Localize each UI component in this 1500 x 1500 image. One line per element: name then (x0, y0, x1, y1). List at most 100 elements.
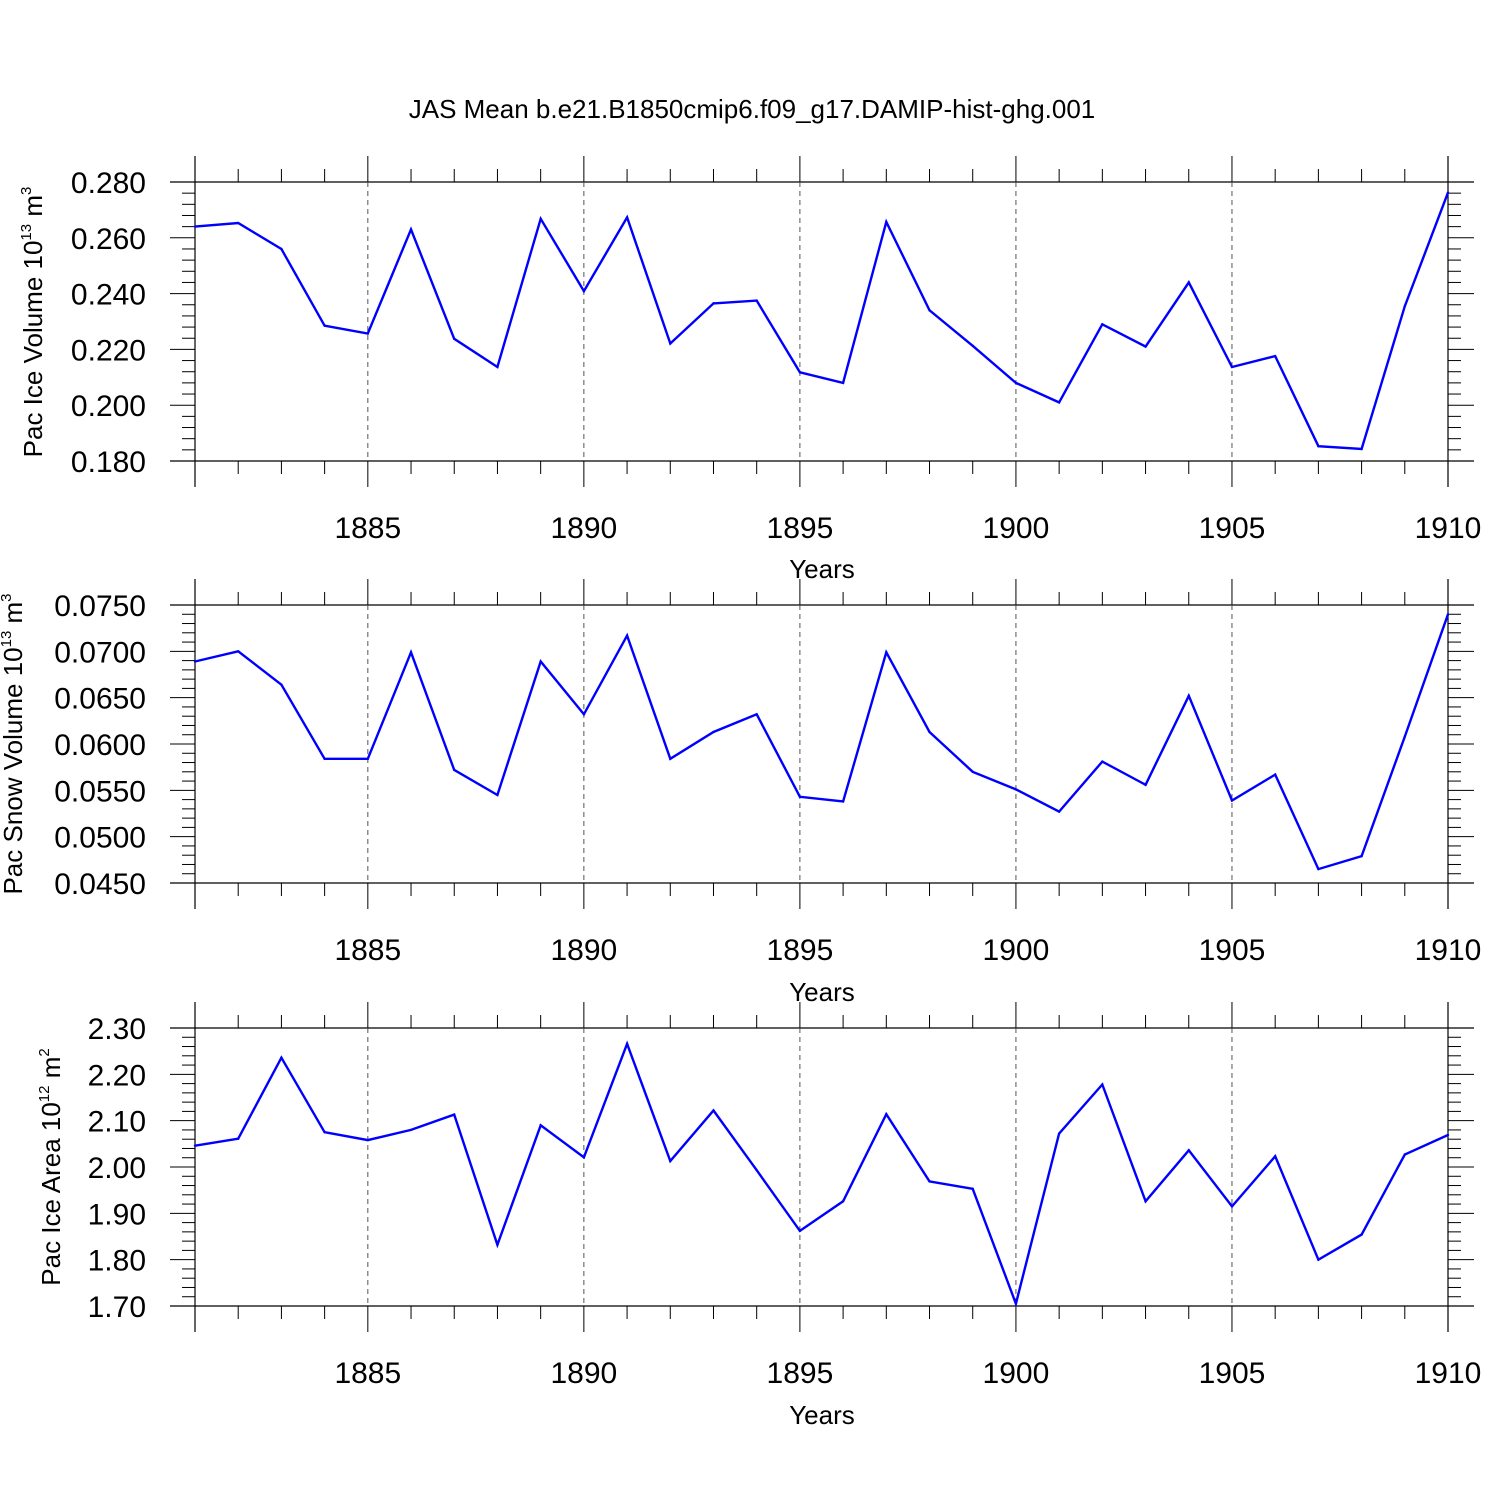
figure-title: JAS Mean b.e21.B1850cmip6.f09_g17.DAMIP-… (409, 94, 1096, 124)
data-point (1144, 345, 1147, 348)
data-point (1101, 1083, 1104, 1086)
y-axis-title-exponent: 13 (0, 631, 15, 648)
y-tick-label: 0.180 (71, 446, 146, 479)
data-point (323, 324, 326, 327)
y-tick-label: 0.200 (71, 390, 146, 423)
x-tick-label: 1895 (767, 1357, 834, 1390)
data-point (409, 651, 413, 654)
data-point (1360, 1233, 1363, 1236)
y-tick-label: 0.0500 (54, 822, 146, 855)
y-tick-label: 0.0550 (54, 775, 146, 808)
data-point (885, 220, 888, 224)
data-point (1144, 1200, 1147, 1203)
data-point (971, 1187, 974, 1190)
data-point (755, 713, 758, 716)
data-point (1230, 365, 1234, 369)
data-point (582, 713, 586, 716)
y-axis-title-unit-exponent: 2 (36, 1048, 53, 1056)
data-point (1187, 694, 1190, 698)
data-point (1317, 867, 1320, 871)
data-point (1014, 788, 1018, 791)
x-tick-label: 1895 (767, 512, 834, 545)
panel-1: 1885 1890 1895 1900 1905 1910 Years 0.180 0.200 0… (18, 156, 1481, 584)
data-point (237, 650, 240, 653)
y-axis-title-unit-exponent: 3 (18, 187, 35, 195)
x-tick-label: 1890 (550, 512, 617, 545)
y-tick-label: 2.00 (88, 1152, 146, 1185)
data-point (453, 768, 456, 772)
data-point (1446, 191, 1450, 194)
y-tick-label: 2.30 (88, 1013, 146, 1046)
data-point (1187, 1149, 1190, 1152)
x-tick-label: 1885 (334, 512, 401, 545)
x-tick-label: 1910 (1415, 1357, 1482, 1390)
data-point (409, 1128, 413, 1132)
data-point (280, 247, 283, 251)
y-axis-title-text: Pac Snow Volume 10 (0, 647, 28, 894)
data-point (625, 634, 629, 637)
data-point (1273, 773, 1277, 776)
data-point (755, 1169, 758, 1172)
y-axis-title: Pac Ice Area 1012 m2 (36, 1048, 66, 1285)
x-tick-label: 1910 (1415, 512, 1482, 545)
y-tick-label: 0.0700 (54, 636, 146, 669)
data-point (928, 730, 931, 734)
data-point (971, 344, 974, 347)
series-line (194, 192, 1450, 451)
y-tick-label: 1.70 (88, 1291, 146, 1324)
data-point (366, 757, 370, 761)
data-point (1230, 1205, 1234, 1208)
y-axis-title-text: Pac Ice Area 10 (36, 1102, 66, 1286)
data-point (323, 1131, 326, 1134)
data-point (1403, 304, 1406, 308)
y-axis-title-unit-exponent: 3 (0, 593, 15, 601)
data-point (625, 1042, 629, 1045)
data-point (755, 299, 758, 302)
y-tick-label: 0.240 (71, 279, 146, 312)
data-point (193, 660, 197, 663)
x-axis-title: Years (789, 554, 855, 584)
x-tick-label: 1905 (1199, 512, 1266, 545)
data-point (1057, 1132, 1061, 1135)
x-tick-label: 1900 (983, 1357, 1050, 1390)
data-point (1101, 760, 1104, 763)
data-point (366, 1138, 370, 1142)
data-point (193, 1144, 197, 1147)
y-axis-title-exponent: 12 (36, 1085, 53, 1102)
data-point (669, 342, 672, 345)
y-tick-label: 0.0600 (54, 729, 146, 762)
y-axis-title: Pac Snow Volume 1013 m3 (0, 593, 28, 894)
data-point (841, 800, 845, 803)
data-point (1317, 1258, 1320, 1261)
data-point (539, 1124, 542, 1127)
data-point (323, 757, 326, 761)
data-point (193, 225, 197, 228)
y-axis-title: Pac Ice Volume 1013 m3 (18, 187, 48, 458)
y-tick-label: 1.90 (88, 1198, 146, 1231)
data-point (798, 1229, 802, 1233)
x-tick-label: 1905 (1199, 934, 1266, 967)
data-point (1014, 381, 1018, 385)
x-tick-label: 1900 (983, 512, 1050, 545)
data-point (539, 660, 542, 663)
data-point (366, 332, 370, 335)
x-tick-label: 1885 (334, 934, 401, 967)
y-axis-title-text: Pac Ice Volume 10 (18, 241, 48, 458)
data-point (1057, 401, 1061, 404)
data-point (841, 381, 845, 385)
data-point (453, 1113, 456, 1116)
y-axis-title-unit: m (0, 602, 28, 631)
data-point (669, 757, 672, 761)
data-point (885, 1112, 888, 1116)
y-axis-title-unit: m (18, 195, 48, 224)
data-point (1187, 281, 1190, 284)
x-axis-title: Years (789, 977, 855, 1007)
data-point (1403, 735, 1406, 738)
data-point (712, 302, 715, 305)
x-tick-label: 1885 (334, 1357, 401, 1390)
data-point (1230, 799, 1234, 802)
x-tick-label: 1900 (983, 934, 1050, 967)
y-axis-title-exponent: 13 (18, 224, 35, 241)
y-tick-label: 0.220 (71, 334, 146, 367)
